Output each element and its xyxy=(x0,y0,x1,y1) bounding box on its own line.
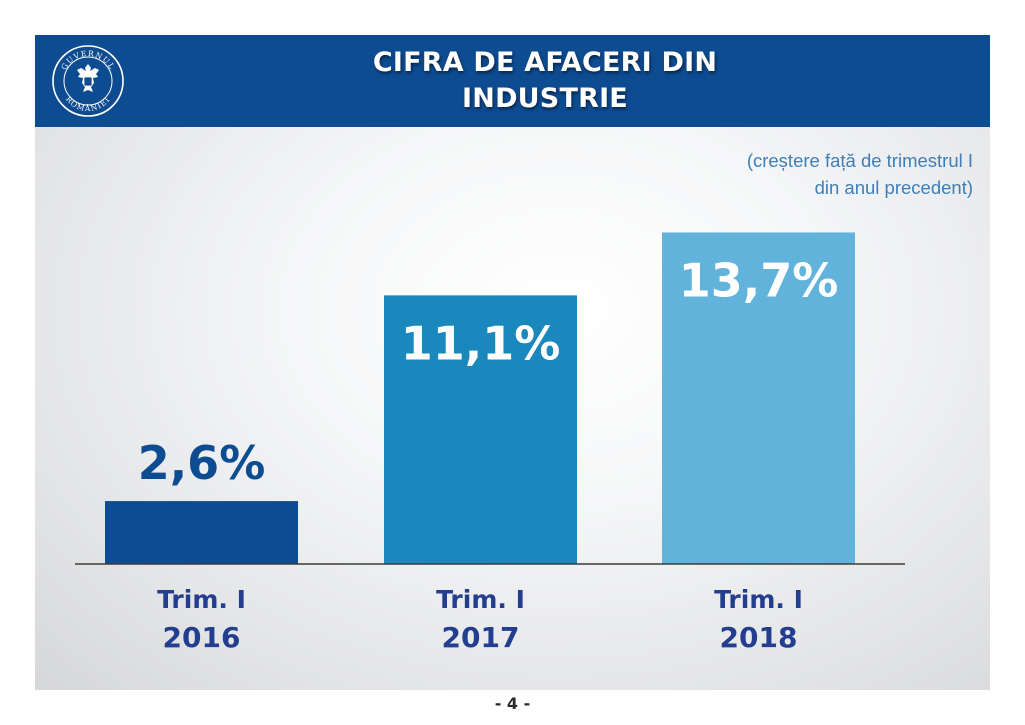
title-line-2: INDUSTRIE xyxy=(462,83,628,114)
category-label-2-line-2: 2017 xyxy=(442,621,520,654)
page-number: - 4 - xyxy=(494,694,531,713)
slide: GUVERNUL ROMÂNIEI CIFRA DE AFACERI DIN I… xyxy=(35,35,990,690)
data-label-2: 11,1% xyxy=(401,316,561,370)
chart-subtitle-note: (creștere față de trimestrul I din anul … xyxy=(613,147,973,201)
category-label-2-line-1: Trim. I xyxy=(436,585,525,614)
data-label-3: 13,7% xyxy=(679,253,839,307)
note-line-1: (creștere față de trimestrul I xyxy=(746,150,973,171)
bar-chart: 2,6% Trim. I 2016 11,1% Trim. I 2017 13,7% Trim… xyxy=(75,232,905,654)
category-label-1-line-2: 2016 xyxy=(163,621,241,654)
data-label-1: 2,6% xyxy=(138,436,266,490)
bar-3 xyxy=(662,232,855,564)
title-line-1: CIFRA DE AFACERI DIN xyxy=(372,47,718,78)
bar-1 xyxy=(105,501,298,564)
government-seal-logo: GUVERNUL ROMÂNIEI xyxy=(52,45,124,117)
category-label-1-line-1: Trim. I xyxy=(157,585,246,614)
title-banner: GUVERNUL ROMÂNIEI CIFRA DE AFACERI DIN I… xyxy=(35,35,990,127)
category-label-3-line-1: Trim. I xyxy=(714,585,803,614)
category-label-3-line-2: 2018 xyxy=(720,621,798,654)
note-line-2: din anul precedent) xyxy=(814,177,973,198)
chart-title: CIFRA DE AFACERI DIN INDUSTRIE xyxy=(185,45,905,117)
bar-2 xyxy=(384,295,577,564)
